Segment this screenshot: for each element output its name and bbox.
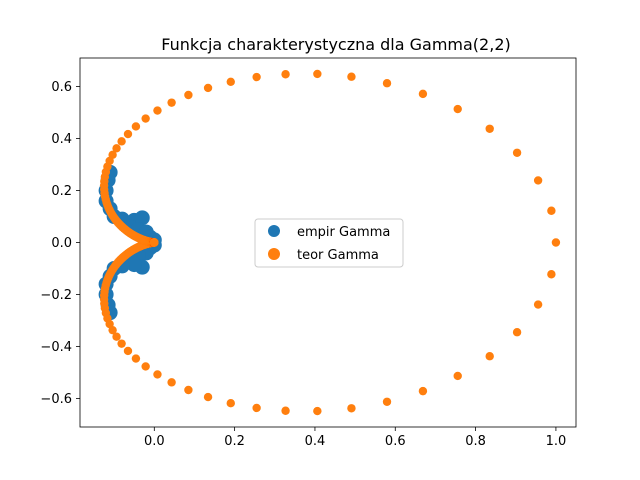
teor-point [153,370,162,379]
legend-marker-teor [268,248,280,260]
x-tick-label: 0.2 [224,434,245,449]
teor-point [112,332,121,341]
teor-point [533,300,543,309]
teor-point [281,406,290,415]
teor-point [382,397,392,406]
teor-point [485,124,494,133]
x-tick-label: 0.4 [305,434,326,449]
teor-point [203,392,213,402]
legend: empir Gamma teor Gamma [254,218,404,268]
teor-point [123,129,133,139]
teor-point [347,72,356,81]
plot-area [79,57,577,428]
teor-point [203,83,213,93]
y-tick-label: 0.6 [51,80,72,95]
legend-marker-empir [268,225,280,237]
empir-point [134,210,150,226]
y-tick-label: −0.2 [40,288,72,303]
legend-label-empir: empir Gamma [297,225,390,240]
teor-point [252,403,261,413]
teor-point [167,98,176,107]
teor-point [453,104,462,114]
teor-point [184,90,193,100]
y-tick-label: −0.4 [40,340,72,355]
teor-point [150,238,159,247]
teor-point [123,346,133,356]
teor-point [184,385,193,395]
teor-point [112,144,121,153]
teor-point [131,354,141,363]
y-tick-label: 0.0 [51,236,72,251]
x-tick-label: 0.0 [144,434,165,449]
teor-point [153,106,162,115]
y-axis: −0.6 −0.4 −0.2 0.0 0.2 0.4 0.6 [40,80,80,407]
teor-point [382,79,392,88]
x-tick-label: 0.6 [385,434,406,449]
x-axis: 0.0 0.2 0.4 0.6 0.8 1.0 [144,427,566,449]
empir-point [126,257,142,273]
teor-point [418,89,428,99]
y-tick-label: −0.6 [40,392,72,407]
teor-point [281,70,290,79]
y-tick-label: 0.2 [51,184,72,199]
teor-point [313,406,322,416]
teor-point [313,69,322,79]
teor-point [547,270,556,279]
teor-point [547,206,556,215]
series-layer [98,69,561,416]
teor-point [117,339,126,348]
teor-point [117,137,126,146]
teor-point [533,176,543,185]
chart-title: Funkcja charakterystyczna dla Gamma(2,2) [161,35,510,54]
teor-point [347,404,356,413]
teor-point [167,378,176,387]
teor-point [453,371,462,381]
teor-point [108,325,117,335]
teor-point [418,386,428,396]
x-tick-label: 1.0 [546,434,567,449]
x-tick-label: 0.8 [465,434,486,449]
teor-point [485,352,494,361]
legend-box [254,218,404,268]
teor-point [512,148,522,157]
teor-point [131,122,141,131]
teor-point [252,72,261,82]
y-tick-label: 0.4 [51,132,72,147]
legend-label-teor: teor Gamma [297,248,379,263]
teor-point [226,77,235,86]
teor-point [551,238,561,247]
teor-point [226,399,235,408]
teor-point [512,328,522,337]
teor-point [141,114,150,123]
teor-point [141,362,150,371]
